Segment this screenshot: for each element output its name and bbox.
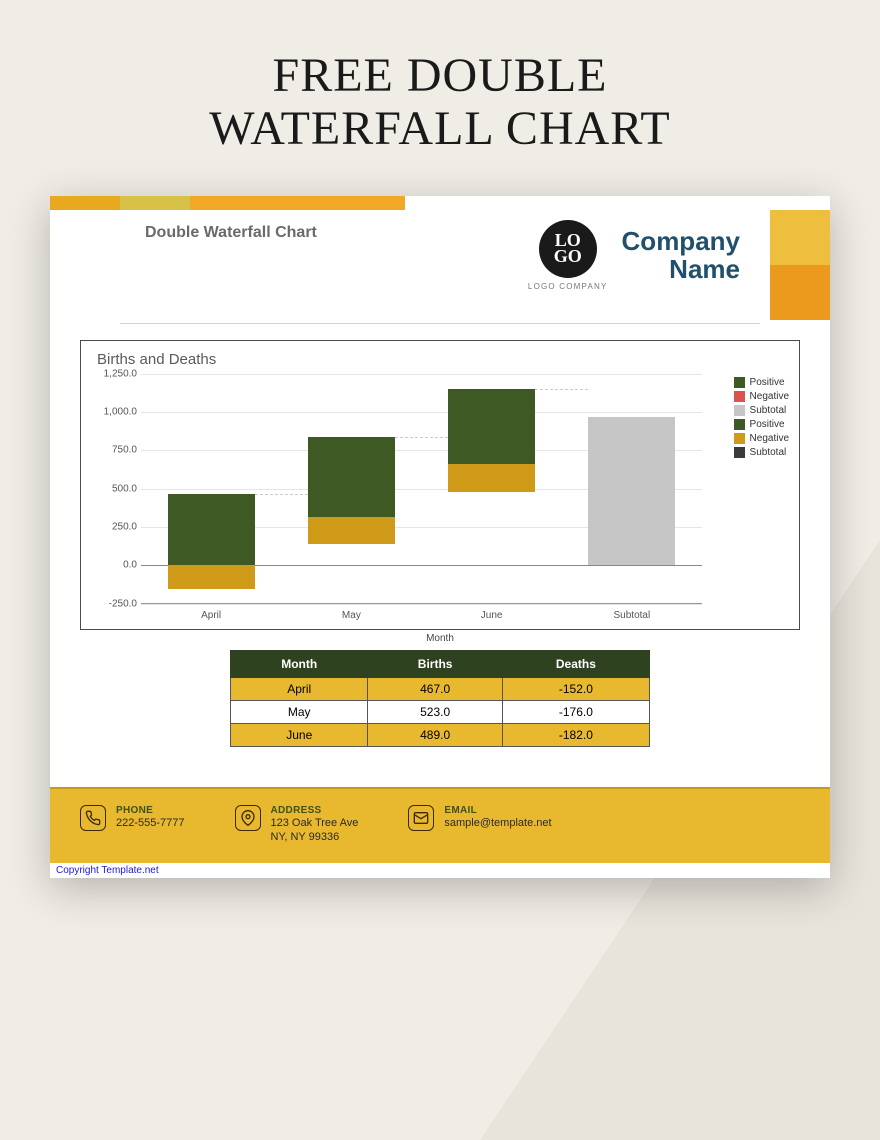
x-label: June [422,610,562,621]
company-name-line2: Name [669,254,740,284]
email-label: EMAIL [444,805,551,816]
header-row: Double Waterfall Chart LO GO LOGO COMPAN… [50,210,830,305]
legend-item: Negative [734,433,789,444]
logo-caption: LOGO COMPANY [528,282,608,291]
footer-phone: PHONE 222-555-7777 [80,805,185,846]
table-cell: -176.0 [502,700,649,723]
bar-negative [448,464,535,492]
y-tick: 750.0 [112,445,137,456]
legend-swatch [734,433,745,444]
y-axis: 1,250.01,000.0750.0500.0250.00.0-250.0 [93,374,141,604]
x-label: Subtotal [562,610,702,621]
legend-swatch [734,405,745,416]
template-card: Double Waterfall Chart LO GO LOGO COMPAN… [50,196,830,879]
address-line1: 123 Oak Tree Ave [271,816,359,831]
y-tick: 250.0 [112,521,137,532]
page-title-line2: WATERFALL CHART [209,102,670,155]
x-axis-labels: AprilMayJuneSubtotal [93,610,787,621]
footer-address: ADDRESS 123 Oak Tree Ave NY, NY 99336 [235,805,359,846]
legend-label: Subtotal [750,405,787,416]
table-cell: 489.0 [368,723,502,746]
data-table: MonthBirthsDeaths April467.0-152.0May523… [230,650,650,747]
header-divider [120,323,760,324]
bar-negative [308,517,395,544]
bar-positive [168,494,255,566]
table-cell: April [231,677,368,700]
company-block: LO GO LOGO COMPANY Company Name [528,216,830,291]
table-cell: 467.0 [368,677,502,700]
phone-value: 222-555-7777 [116,816,185,831]
table-body: April467.0-152.0May523.0-176.0June489.0-… [231,677,650,746]
y-tick: 0.0 [123,560,137,571]
legend-label: Positive [750,377,785,388]
table-header-cell: Month [231,650,368,677]
copyright: Copyright Template.net [50,863,830,878]
footer: PHONE 222-555-7777 ADDRESS 123 Oak Tree … [50,789,830,864]
table-cell: June [231,723,368,746]
chart-title: Births and Deaths [93,351,787,368]
legend-item: Positive [734,419,789,430]
address-label: ADDRESS [271,805,359,816]
y-tick: -250.0 [109,598,137,609]
table-cell: -152.0 [502,677,649,700]
legend-label: Negative [750,433,789,444]
legend-swatch [734,447,745,458]
legend-item: Positive [734,377,789,388]
page-title: FREE DOUBLE WATERFALL CHART [0,0,880,186]
bar-positive [448,389,535,464]
chart-subtitle: Double Waterfall Chart [50,216,317,242]
legend-swatch [734,391,745,402]
table-header-cell: Deaths [502,650,649,677]
legend-item: Negative [734,391,789,402]
table-cell: -182.0 [502,723,649,746]
logo: LO GO LOGO COMPANY [528,220,608,291]
footer-email: EMAIL sample@template.net [408,805,551,846]
phone-label: PHONE [116,805,185,816]
bar-positive [308,437,395,517]
legend-item: Subtotal [734,447,789,458]
table-cell: 523.0 [368,700,502,723]
legend-label: Negative [750,391,789,402]
email-icon [408,805,434,831]
logo-text-2: GO [554,249,582,264]
email-value: sample@template.net [444,816,551,831]
address-icon [235,805,261,831]
logo-icon: LO GO [539,220,597,278]
y-tick: 1,250.0 [104,368,137,379]
top-accent-bar [50,196,830,210]
legend-item: Subtotal [734,405,789,416]
chart-panel: Births and Deaths 1,250.0 1,000.0 750.0 500… [80,340,800,630]
legend-swatch [734,377,745,388]
y-tick: 500.0 [112,483,137,494]
legend-swatch [734,419,745,430]
x-label: April [141,610,281,621]
chart-body: 1,250.01,000.0750.0500.0250.00.0-250.0 [93,374,787,604]
legend-label: Positive [750,419,785,430]
phone-icon [80,805,106,831]
plot-area [141,374,702,604]
legend-label: Subtotal [750,447,787,458]
chart-legend: Positive Negative Subtotal Positive Negative… [734,377,789,461]
bar-negative [168,565,255,588]
company-name-line1: Company [622,226,740,256]
table-header-row: MonthBirthsDeaths [231,650,650,677]
bar-subtotal [588,417,675,566]
page-title-line1: FREE DOUBLE [273,49,608,102]
table-cell: May [231,700,368,723]
address-line2: NY, NY 99336 [271,830,359,845]
x-label: May [281,610,421,621]
table-header-cell: Births [368,650,502,677]
company-name: Company Name [622,227,740,284]
table-row: April467.0-152.0 [231,677,650,700]
y-tick: 1,000.0 [104,406,137,417]
table-row: May523.0-176.0 [231,700,650,723]
x-axis-title: Month [93,633,787,644]
table-row: June489.0-182.0 [231,723,650,746]
